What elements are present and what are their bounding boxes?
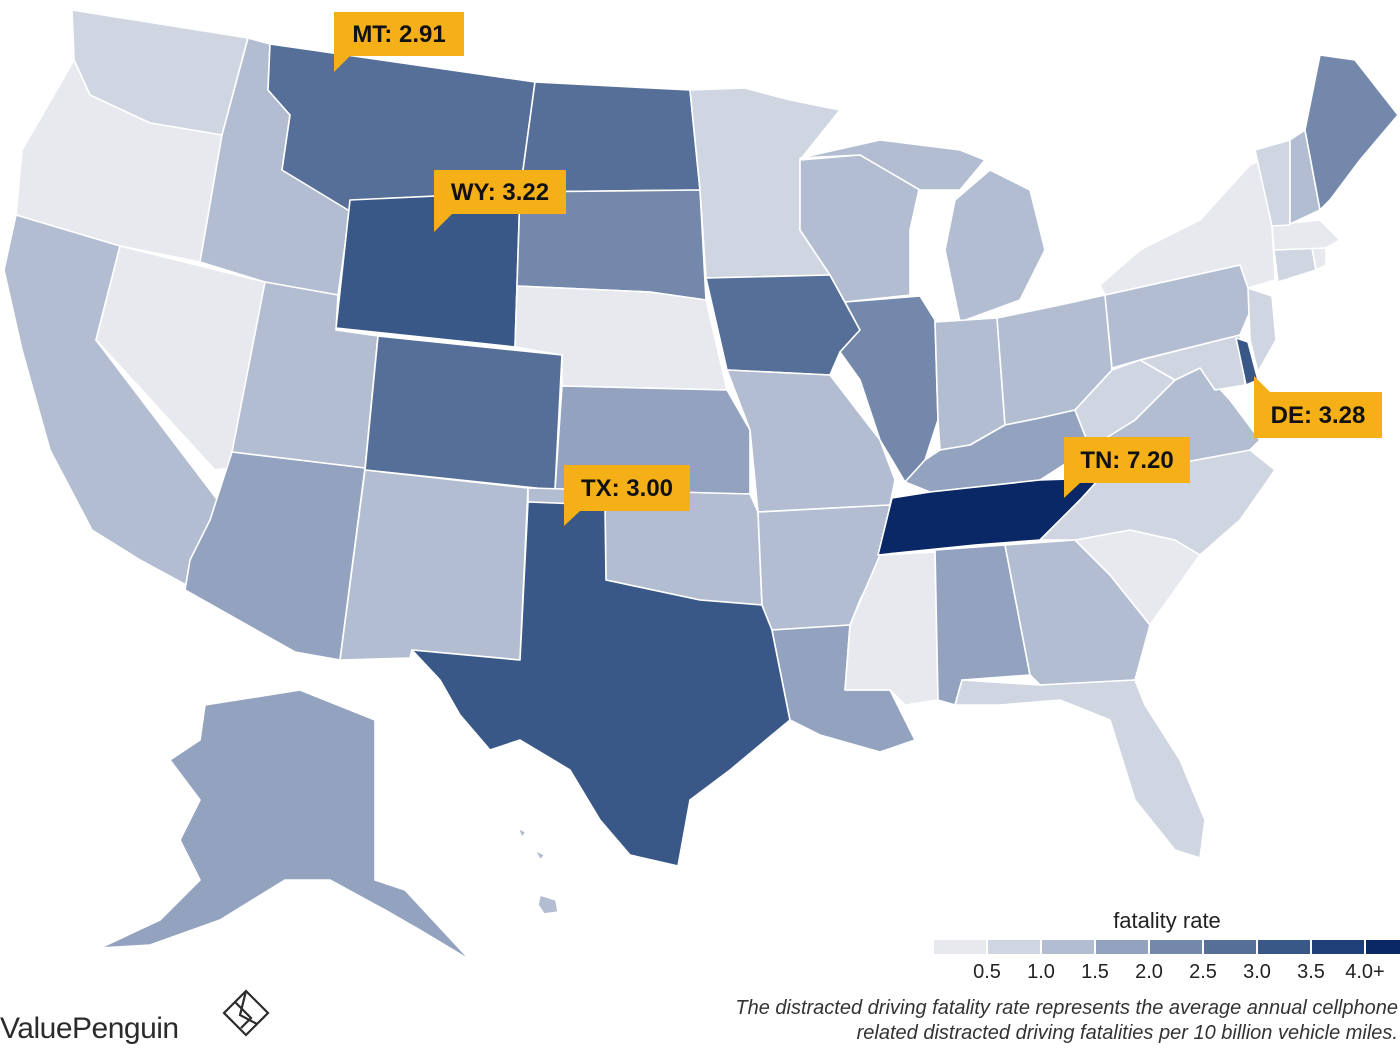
- legend-swatch: [1258, 940, 1310, 954]
- state-vt[interactable]: [1254, 139, 1291, 227]
- legend-ticks: 0.5 1.0 1.5 2.0 2.5 3.0 3.5 4.0+: [973, 961, 1385, 983]
- state-ma[interactable]: [1271, 219, 1341, 251]
- legend-swatch: [1150, 940, 1202, 954]
- callout-wy-label: WY: 3.22: [451, 179, 549, 206]
- legend-swatch: [1204, 940, 1256, 954]
- state-md[interactable]: [1139, 334, 1246, 391]
- state-hi[interactable]: [517, 827, 559, 915]
- callout-tx-label: TX: 3.00: [581, 475, 673, 502]
- legend-swatch: [1366, 940, 1400, 954]
- callout-tn: TN: 7.20: [1064, 437, 1190, 498]
- callout-mt-label: MT: 2.91: [352, 21, 445, 48]
- legend-tick-label: 0.5: [973, 961, 1001, 983]
- state-me[interactable]: [1304, 54, 1399, 211]
- state-ny[interactable]: [1099, 159, 1276, 296]
- footnote-line-1: The distracted driving fatality rate rep…: [735, 997, 1398, 1019]
- state-wy[interactable]: [335, 191, 521, 348]
- state-mi[interactable]: [799, 139, 1046, 323]
- state-co[interactable]: [364, 335, 563, 491]
- callout-de: DE: 3.28: [1254, 376, 1382, 438]
- footnote: The distracted driving fatality rate rep…: [638, 996, 1398, 1046]
- legend-tick-label: 2.0: [1135, 961, 1163, 983]
- state-mo[interactable]: [726, 369, 896, 513]
- valuepenguin-logo: ValuePenguin: [0, 989, 270, 1045]
- state-nc[interactable]: [1039, 449, 1276, 556]
- callout-tn-label: TN: 7.20: [1080, 447, 1173, 474]
- callout-wy: WY: 3.22: [434, 170, 566, 232]
- state-ia[interactable]: [705, 274, 861, 376]
- legend-swatch: [1042, 940, 1094, 954]
- state-az[interactable]: [184, 451, 366, 661]
- state-ct[interactable]: [1273, 247, 1317, 283]
- state-nj[interactable]: [1247, 287, 1277, 373]
- legend-swatch: [988, 940, 1040, 954]
- legend-tick-label: 4.0+: [1345, 961, 1384, 983]
- legend-tick-label: 3.0: [1243, 961, 1271, 983]
- legend-swatch: [1096, 940, 1148, 954]
- legend-swatch: [1312, 940, 1364, 954]
- callouts-layer: MT: 2.91 WY: 3.22 TX: 3.00 TN: 7.20 DE: …: [334, 12, 1382, 526]
- states-layer: [3, 9, 1399, 961]
- legend-swatch: [934, 940, 986, 954]
- legend-tick-label: 1.0: [1027, 961, 1055, 983]
- penguin-diamond-icon: [222, 989, 270, 1037]
- state-tx[interactable]: [411, 501, 791, 867]
- legend: fatality rate 0.5 1.0 1.5 2.0 2.5 3.0 3.5 4.0+: [934, 908, 1400, 983]
- callout-de-label: DE: 3.28: [1271, 402, 1366, 429]
- state-ak[interactable]: [99, 689, 471, 961]
- callout-tx: TX: 3.00: [564, 465, 690, 526]
- footnote-line-2: related distracted driving fatalities pe…: [856, 1022, 1398, 1044]
- state-nm[interactable]: [339, 469, 529, 661]
- legend-title: fatality rate: [1113, 908, 1221, 933]
- state-fl[interactable]: [954, 679, 1206, 859]
- legend-tick-label: 2.5: [1189, 961, 1217, 983]
- logo-wordmark: ValuePenguin: [0, 1012, 179, 1045]
- legend-swatches: [934, 940, 1400, 954]
- legend-tick-label: 1.5: [1081, 961, 1109, 983]
- callout-mt: MT: 2.91: [334, 12, 464, 72]
- legend-tick-label: 3.5: [1297, 961, 1325, 983]
